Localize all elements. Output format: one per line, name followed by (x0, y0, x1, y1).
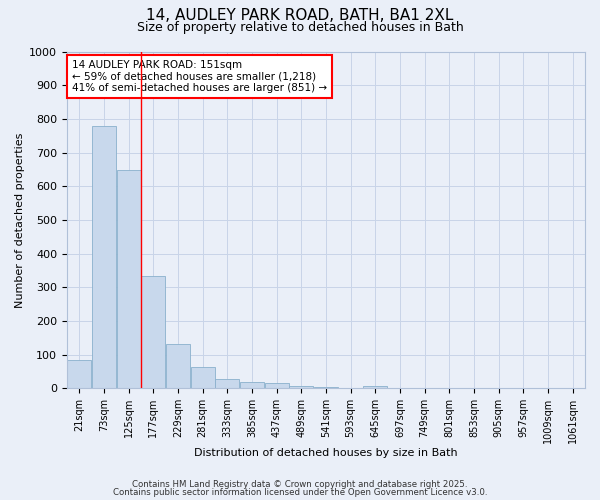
Bar (314, 386, 338, 388)
Text: Contains HM Land Registry data © Crown copyright and database right 2025.: Contains HM Land Registry data © Crown c… (132, 480, 468, 489)
Bar (67, 360, 91, 388)
Bar (215, 380, 239, 388)
Text: Size of property relative to detached houses in Bath: Size of property relative to detached ho… (137, 21, 463, 34)
Bar (166, 344, 190, 389)
Text: 14, AUDLEY PARK ROAD, BATH, BA1 2XL: 14, AUDLEY PARK ROAD, BATH, BA1 2XL (146, 8, 454, 22)
Bar (92, 126, 116, 388)
Bar (191, 368, 215, 388)
Bar (265, 383, 289, 388)
Bar (364, 386, 387, 388)
Bar (116, 170, 140, 388)
Bar (141, 276, 165, 388)
Y-axis label: Number of detached properties: Number of detached properties (15, 132, 25, 308)
Bar (240, 382, 264, 388)
Text: 14 AUDLEY PARK ROAD: 151sqm
← 59% of detached houses are smaller (1,218)
41% of : 14 AUDLEY PARK ROAD: 151sqm ← 59% of det… (72, 60, 327, 93)
Bar (289, 386, 313, 388)
X-axis label: Distribution of detached houses by size in Bath: Distribution of detached houses by size … (194, 448, 458, 458)
Text: Contains public sector information licensed under the Open Government Licence v3: Contains public sector information licen… (113, 488, 487, 497)
